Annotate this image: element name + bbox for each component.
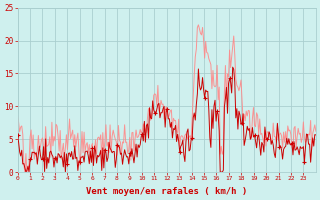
X-axis label: Vent moyen/en rafales ( km/h ): Vent moyen/en rafales ( km/h ) — [86, 187, 247, 196]
